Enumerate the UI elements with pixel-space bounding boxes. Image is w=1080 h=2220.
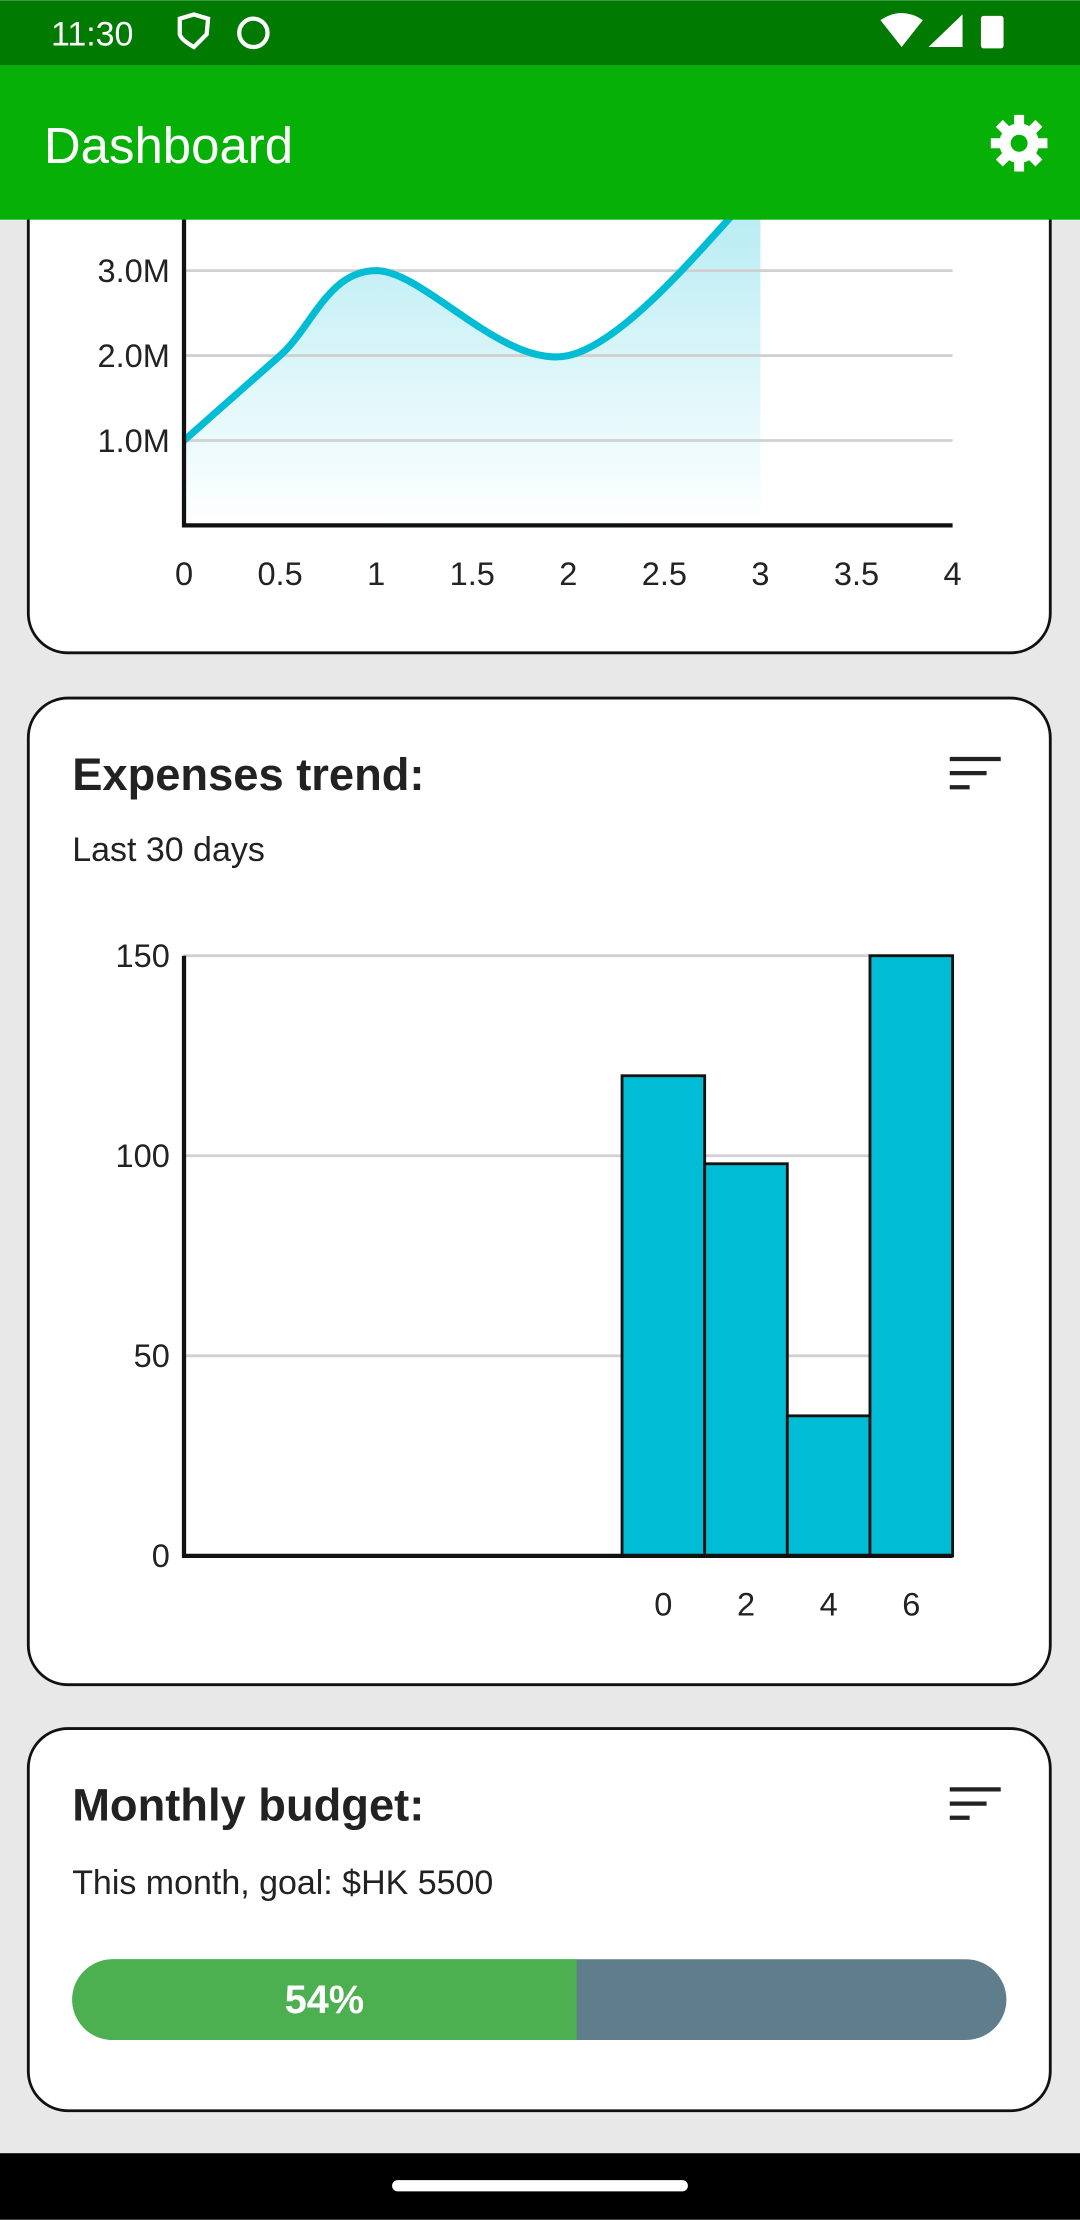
y-tick-label: 0 <box>152 1538 170 1574</box>
card-subtitle: This month, goal: $HK 5500 <box>72 1864 493 1902</box>
app-bar <box>0 65 1080 220</box>
x-tick-label: 1.5 <box>450 556 495 592</box>
line <box>181 183 763 444</box>
app-title: Dashboard <box>44 117 293 174</box>
x-tick-label: 1 <box>367 556 385 592</box>
card-title: Expenses trend: <box>72 749 424 800</box>
wifi-icon <box>880 13 923 47</box>
card-subtitle: Last 30 days <box>72 831 265 869</box>
x-tick-label: 4 <box>820 1586 838 1622</box>
x-tick-label: 3.5 <box>834 556 879 592</box>
bar <box>868 954 955 1558</box>
bar <box>703 1162 789 1558</box>
x-tick-label: 0.5 <box>257 556 302 592</box>
battery-icon <box>980 15 1004 49</box>
home-pill[interactable] <box>392 2180 688 2192</box>
x-tick-label: 2 <box>559 556 577 592</box>
signal-icon <box>928 14 963 47</box>
x-tick-label: 6 <box>902 1586 920 1622</box>
sort-icon[interactable] <box>949 1787 1001 1820</box>
y-tick-label: 2.0M <box>97 338 169 374</box>
progress-label: 54% <box>285 1978 364 2022</box>
y-tick-label: 150 <box>116 938 170 974</box>
progress-fill <box>72 1959 577 2040</box>
y-tick-label: 3.0M <box>97 253 169 289</box>
sort-icon[interactable] <box>949 756 1001 790</box>
app-icon <box>237 16 270 50</box>
x-tick-label: 2.5 <box>642 556 687 592</box>
y-tick-label: 100 <box>116 1138 170 1174</box>
x-tick-label: 2 <box>737 1586 755 1622</box>
x-tick-label: 3 <box>751 556 769 592</box>
y-tick-label: 1.0M <box>97 423 169 459</box>
bar <box>785 1414 872 1558</box>
bar <box>620 1074 707 1558</box>
x-tick-label: 4 <box>944 556 962 592</box>
settings-icon[interactable] <box>990 114 1048 172</box>
charts: 1.0M 2.0M 3.0M 0 0.5 1 1.5 2 2.5 3 3.5 4 0 50 100 150 0 2… <box>72 183 1007 2040</box>
clock: 11:30 <box>51 16 133 54</box>
card-title: Monthly budget: <box>72 1780 424 1831</box>
x-tick-label: 0 <box>654 1586 672 1622</box>
y-tick-label: 50 <box>134 1338 170 1374</box>
axis <box>181 955 953 1558</box>
x-tick-label: 0 <box>175 556 193 592</box>
shield-icon <box>177 12 211 50</box>
status-bar <box>0 0 1080 66</box>
axis <box>181 185 953 528</box>
